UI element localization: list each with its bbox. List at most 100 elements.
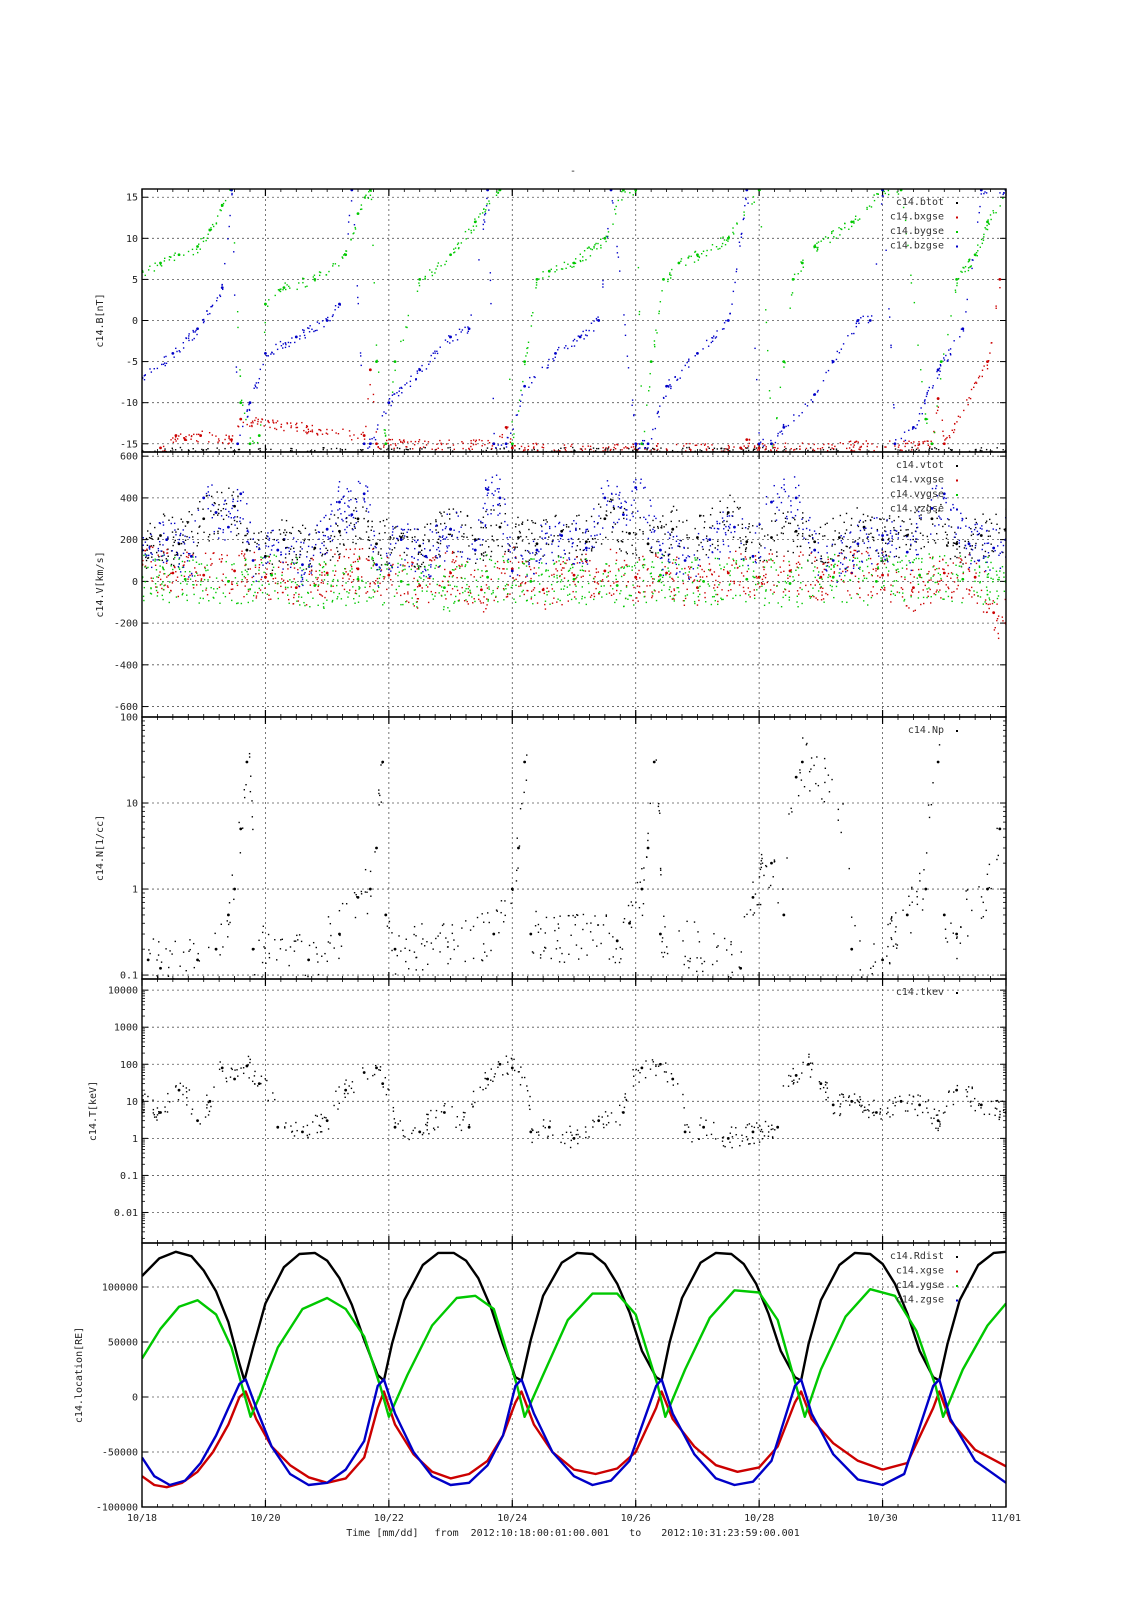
data-point [568,552,571,554]
data-point [747,449,750,452]
data-point [720,567,722,570]
data-point [853,220,855,222]
data-point [762,445,765,447]
data-point [638,443,641,445]
data-point [214,502,216,505]
data-point [301,563,304,567]
data-point [449,446,451,449]
data-point [184,439,187,441]
data-point [245,564,247,566]
data-point [769,449,772,451]
data-point [307,565,310,568]
series-blue [142,189,1006,450]
data-point [527,341,530,344]
data-point [153,270,156,272]
data-point [811,534,813,536]
data-point [704,443,707,445]
data-point [956,556,958,559]
data-point [332,314,334,316]
data-point [342,543,345,545]
data-point [446,341,449,343]
data-point [774,446,776,449]
data-point [583,250,586,252]
data-point [775,449,778,452]
data-point [535,284,538,286]
data-point [658,312,660,315]
data-point [438,584,440,587]
data-point [550,268,552,271]
data-point [366,600,368,602]
data-point [929,556,931,559]
data-point [578,602,580,604]
data-point [208,533,211,536]
data-point [886,520,888,522]
data-point [236,310,239,313]
data-point [876,563,878,566]
data-point [888,517,891,520]
data-point [270,353,272,355]
data-point [974,518,976,521]
data-point [466,536,468,538]
data-point [796,595,799,597]
data-point [666,384,668,387]
data-point [911,561,914,563]
data-point [471,534,474,537]
data-point [967,540,970,543]
data-point [890,584,892,586]
data-point [249,437,252,439]
data-point [773,591,775,593]
data-point [356,577,360,581]
data-point [269,573,272,575]
data-point [706,575,708,578]
data-point [771,445,774,447]
data-point [810,399,812,401]
data-point [303,329,305,332]
data-point [788,582,792,585]
data-point [658,575,660,578]
data-point [699,585,701,588]
data-point [256,542,258,545]
data-point [650,572,652,574]
data-point [694,444,697,447]
data-point [360,208,363,210]
data-point [439,439,441,442]
data-point [693,600,696,603]
data-point [571,523,573,525]
data-point [931,448,933,450]
data-point [608,565,610,567]
data-point [796,601,798,603]
data-point [615,578,617,581]
data-point [965,562,967,564]
data-point [575,598,577,600]
data-point [150,561,152,563]
data-point [868,533,870,535]
data-point [378,577,381,580]
data-point [347,221,350,223]
data-point [143,378,146,381]
data-point [533,567,536,569]
data-point [441,580,444,583]
data-point [924,413,927,415]
data-point [996,523,998,525]
data-point [369,582,372,585]
data-point [898,556,900,559]
data-point [334,305,337,307]
data-point [333,591,335,594]
data-point [593,578,595,580]
data-point [920,603,922,606]
y-tick-label: 0 [132,577,138,588]
data-point [284,282,286,284]
data-point [406,583,408,586]
data-point [350,238,352,240]
data-point [174,449,177,451]
data-point [171,352,174,355]
data-point [304,527,307,530]
data-point [515,414,518,416]
data-point [424,278,426,280]
data-point [923,602,925,605]
data-point [299,530,301,533]
data-point [545,569,547,571]
data-point [801,442,804,444]
data-point [942,571,946,575]
data-point [243,412,246,414]
